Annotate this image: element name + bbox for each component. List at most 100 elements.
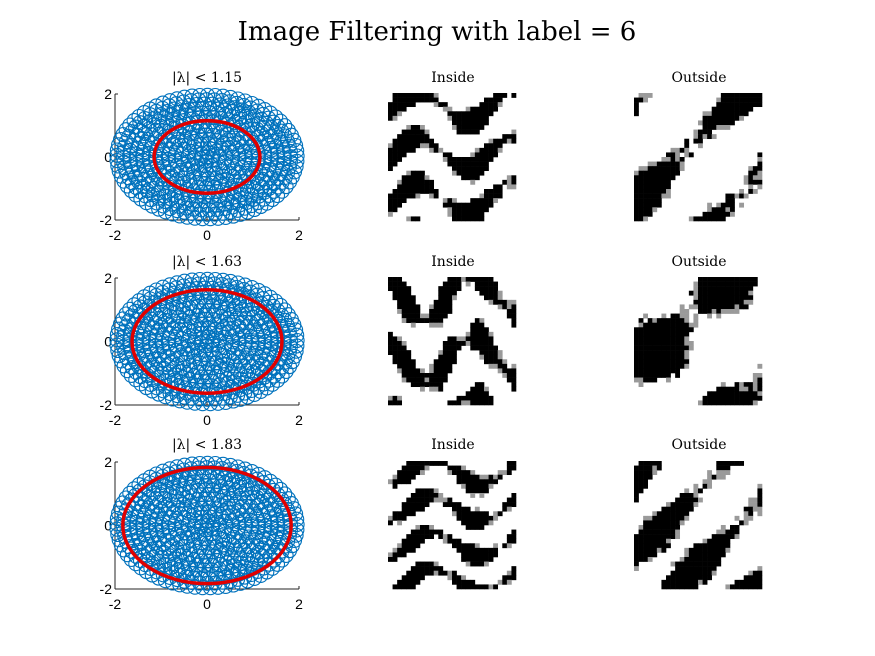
- image-pixel: [479, 483, 485, 489]
- image-pixel: [424, 373, 430, 378]
- data-point: [221, 165, 237, 181]
- image-pixel: [442, 538, 448, 544]
- image-pixel: [707, 566, 713, 572]
- image-pixel: [702, 120, 708, 126]
- image-pixel: [470, 216, 476, 222]
- image-pixel: [470, 322, 476, 328]
- image-pixel: [656, 166, 662, 172]
- image-pixel: [465, 175, 471, 181]
- image-pixel: [652, 161, 658, 167]
- image-pixel: [647, 161, 653, 167]
- image-pixel: [511, 322, 517, 328]
- image-pixel: [388, 198, 393, 204]
- image-pixel: [415, 470, 421, 476]
- image-pixel: [420, 179, 425, 185]
- image-pixel: [643, 189, 649, 194]
- data-point: [159, 348, 175, 364]
- image-pixel: [447, 198, 453, 204]
- data-point: [126, 113, 142, 129]
- data-point: [230, 459, 246, 475]
- image-pixel: [734, 93, 740, 98]
- image-pixel: [670, 161, 676, 167]
- image-pixel: [420, 502, 425, 508]
- image-pixel: [638, 483, 644, 489]
- data-point: [274, 174, 290, 190]
- data-point: [274, 543, 290, 559]
- data-point: [202, 211, 218, 227]
- image-pixel: [392, 143, 398, 149]
- image-pixel: [670, 529, 676, 535]
- scatter-title-2: |λ| < 1.63: [172, 254, 242, 270]
- image-pixel: [465, 547, 471, 553]
- image-pixel: [410, 170, 416, 176]
- image-pixel: [479, 341, 485, 346]
- image-pixel: [465, 395, 471, 401]
- image-pixel: [452, 161, 457, 167]
- data-point: [237, 93, 253, 109]
- image-pixel: [661, 336, 667, 342]
- image-pixel: [643, 202, 649, 208]
- image-pixel: [410, 547, 416, 553]
- image-pixel: [470, 341, 476, 346]
- image-pixel: [415, 309, 421, 314]
- image-pixel: [739, 395, 745, 401]
- image-pixel: [401, 479, 407, 485]
- image-pixel: [688, 547, 694, 553]
- image-pixel: [447, 538, 453, 544]
- image-pixel: [470, 331, 476, 337]
- data-point: [222, 273, 239, 289]
- image-pixel: [702, 111, 708, 117]
- scatter-plot-1: -2 0 2-202: [100, 86, 305, 243]
- image-pixel: [424, 318, 430, 324]
- image-pixel: [688, 552, 694, 558]
- image-pixel: [693, 570, 699, 576]
- image-pixel: [397, 359, 403, 365]
- image-pixel: [656, 179, 662, 185]
- image-pixel: [647, 529, 653, 535]
- image-pixel: [493, 359, 499, 365]
- data-point: [225, 393, 241, 409]
- image-pixel: [656, 359, 662, 365]
- image-pixel: [757, 570, 763, 576]
- image-pixel: [652, 552, 658, 558]
- image-pixel: [647, 547, 653, 553]
- image-pixel: [684, 493, 690, 498]
- image-pixel: [392, 511, 398, 517]
- data-point: [116, 173, 132, 189]
- image-pixel: [675, 520, 681, 526]
- inside-panel-2: Inside: [388, 254, 517, 406]
- image-pixel: [484, 295, 489, 301]
- image-pixel: [693, 566, 699, 572]
- image-pixel: [424, 461, 430, 466]
- data-point: [109, 326, 125, 343]
- image-pixel: [675, 534, 681, 540]
- image-pixel: [707, 286, 713, 292]
- image-pixel: [493, 547, 499, 553]
- image-pixel: [479, 552, 485, 558]
- image-pixel: [652, 322, 658, 328]
- image-pixel: [684, 313, 690, 319]
- image-pixel: [698, 561, 703, 567]
- image-pixel: [634, 184, 639, 190]
- image-pixel: [424, 129, 430, 135]
- image-pixel: [397, 552, 403, 558]
- image-pixel: [429, 373, 435, 378]
- image-pixel: [424, 377, 430, 383]
- image-pixel: [488, 202, 494, 208]
- image-pixel: [638, 350, 644, 356]
- data-point: [245, 180, 261, 196]
- image-pixel: [752, 189, 758, 194]
- image-pixel: [725, 386, 731, 392]
- image-pixel: [465, 584, 471, 590]
- image-pixel: [647, 202, 653, 208]
- image-pixel: [397, 470, 403, 476]
- image-pixel: [438, 295, 444, 301]
- image-pixel: [401, 511, 407, 517]
- image-pixel: [652, 363, 658, 369]
- image-pixel: [511, 493, 517, 498]
- image-pixel: [401, 354, 407, 360]
- image-pixel: [410, 382, 416, 388]
- image-pixel: [410, 579, 416, 585]
- image-pixel: [506, 502, 512, 508]
- image-pixel: [438, 570, 444, 576]
